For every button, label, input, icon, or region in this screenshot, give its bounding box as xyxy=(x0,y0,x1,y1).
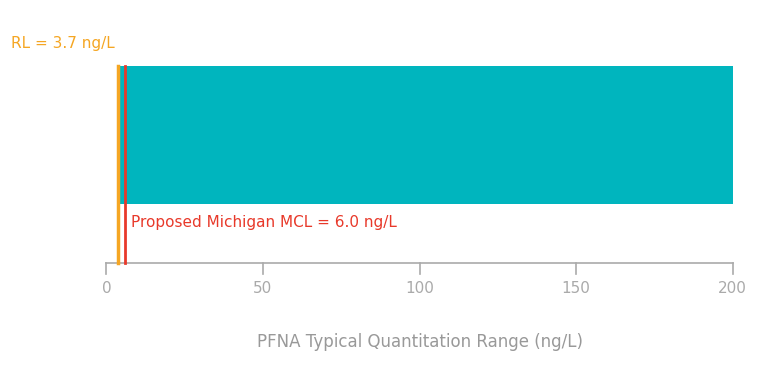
Text: RL = 3.7 ng/L: RL = 3.7 ng/L xyxy=(11,35,115,51)
Text: Proposed Michigan MCL = 6.0 ng/L: Proposed Michigan MCL = 6.0 ng/L xyxy=(132,215,397,230)
Text: 0: 0 xyxy=(102,281,111,297)
Bar xyxy=(118,66,732,204)
Text: 150: 150 xyxy=(562,281,591,297)
Text: PFNA Typical Quantitation Range (ng/L): PFNA Typical Quantitation Range (ng/L) xyxy=(257,333,583,351)
Text: 100: 100 xyxy=(405,281,434,297)
Text: 200: 200 xyxy=(719,281,747,297)
Text: 50: 50 xyxy=(254,281,273,297)
